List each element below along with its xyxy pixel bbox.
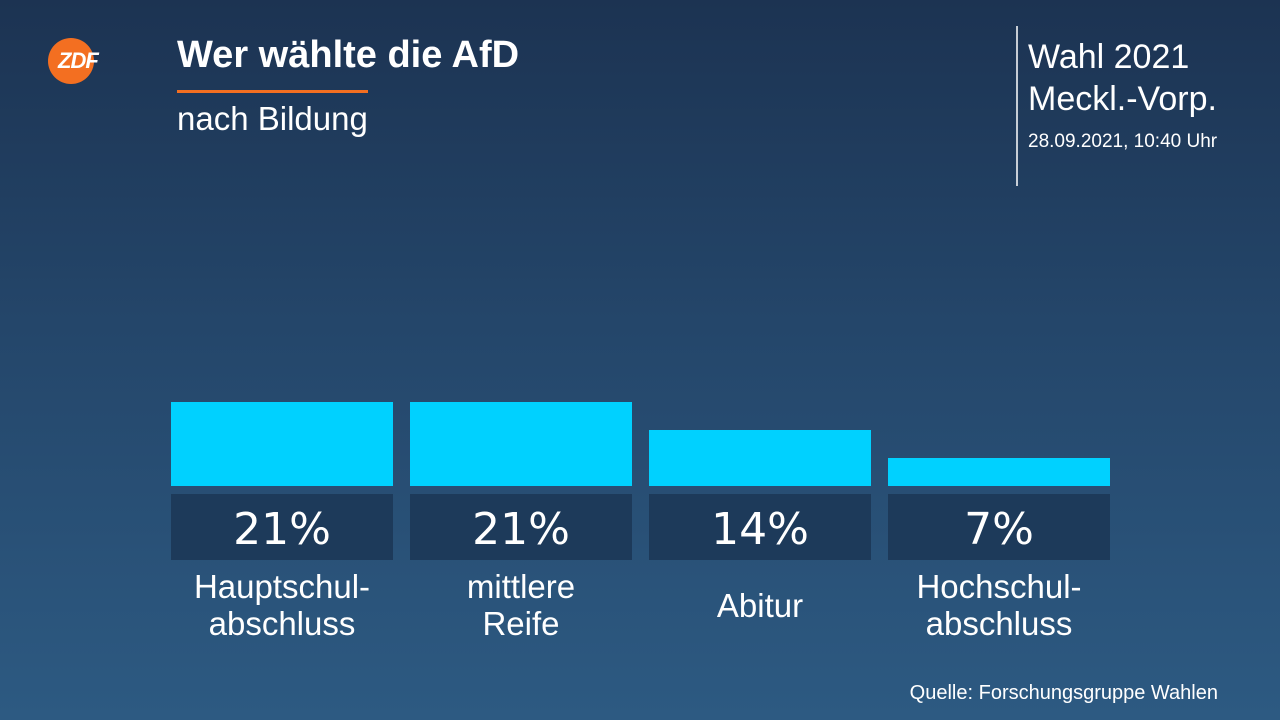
event-info: Wahl 2021 Meckl.-Vorp. bbox=[1028, 36, 1217, 120]
value-box-1 bbox=[410, 494, 632, 560]
bar-0 bbox=[171, 402, 393, 486]
bar-2 bbox=[649, 430, 871, 486]
category-label-line: Hochschul- bbox=[916, 568, 1081, 605]
chart-subtitle: nach Bildung bbox=[177, 100, 368, 137]
event-datetime: 28.09.2021, 10:40 Uhr bbox=[1028, 131, 1218, 152]
category-label-line: Hauptschul- bbox=[194, 568, 370, 605]
value-box-0 bbox=[171, 494, 393, 560]
value-label-2: 14% bbox=[711, 504, 809, 555]
value-label-3: 7% bbox=[964, 504, 1034, 555]
zdf-logo: ZDF bbox=[48, 38, 138, 86]
value-label-0: 21% bbox=[233, 504, 331, 555]
value-label-1: 21% bbox=[472, 504, 570, 555]
bar-1 bbox=[410, 402, 632, 486]
header-divider bbox=[1016, 26, 1018, 186]
source-note: Quelle: Forschungsgruppe Wahlen bbox=[909, 682, 1218, 704]
category-label-0: Hauptschul-abschluss bbox=[194, 568, 370, 642]
event-region: Meckl.-Vorp. bbox=[1028, 80, 1217, 118]
category-label-line: Abitur bbox=[717, 587, 803, 624]
category-label-line: Reife bbox=[482, 605, 559, 642]
bar-3 bbox=[888, 458, 1110, 486]
value-box-2 bbox=[649, 494, 871, 560]
value-box-3 bbox=[888, 494, 1110, 560]
chart-title: Wer wählte die AfD bbox=[177, 34, 520, 76]
category-label-3: Hochschul-abschluss bbox=[916, 568, 1081, 642]
category-label-1: mittlere Reife bbox=[467, 568, 575, 642]
category-label-line: abschluss bbox=[209, 605, 356, 642]
logo-circle bbox=[48, 38, 94, 84]
event-title: Wahl 2021 bbox=[1028, 38, 1190, 76]
category-label-line: mittlere bbox=[467, 568, 575, 605]
logo-wordmark: ZDF bbox=[58, 48, 99, 73]
category-label-2: Abitur bbox=[717, 587, 803, 624]
category-label-line: abschluss bbox=[926, 605, 1073, 642]
title-underline bbox=[177, 90, 368, 93]
